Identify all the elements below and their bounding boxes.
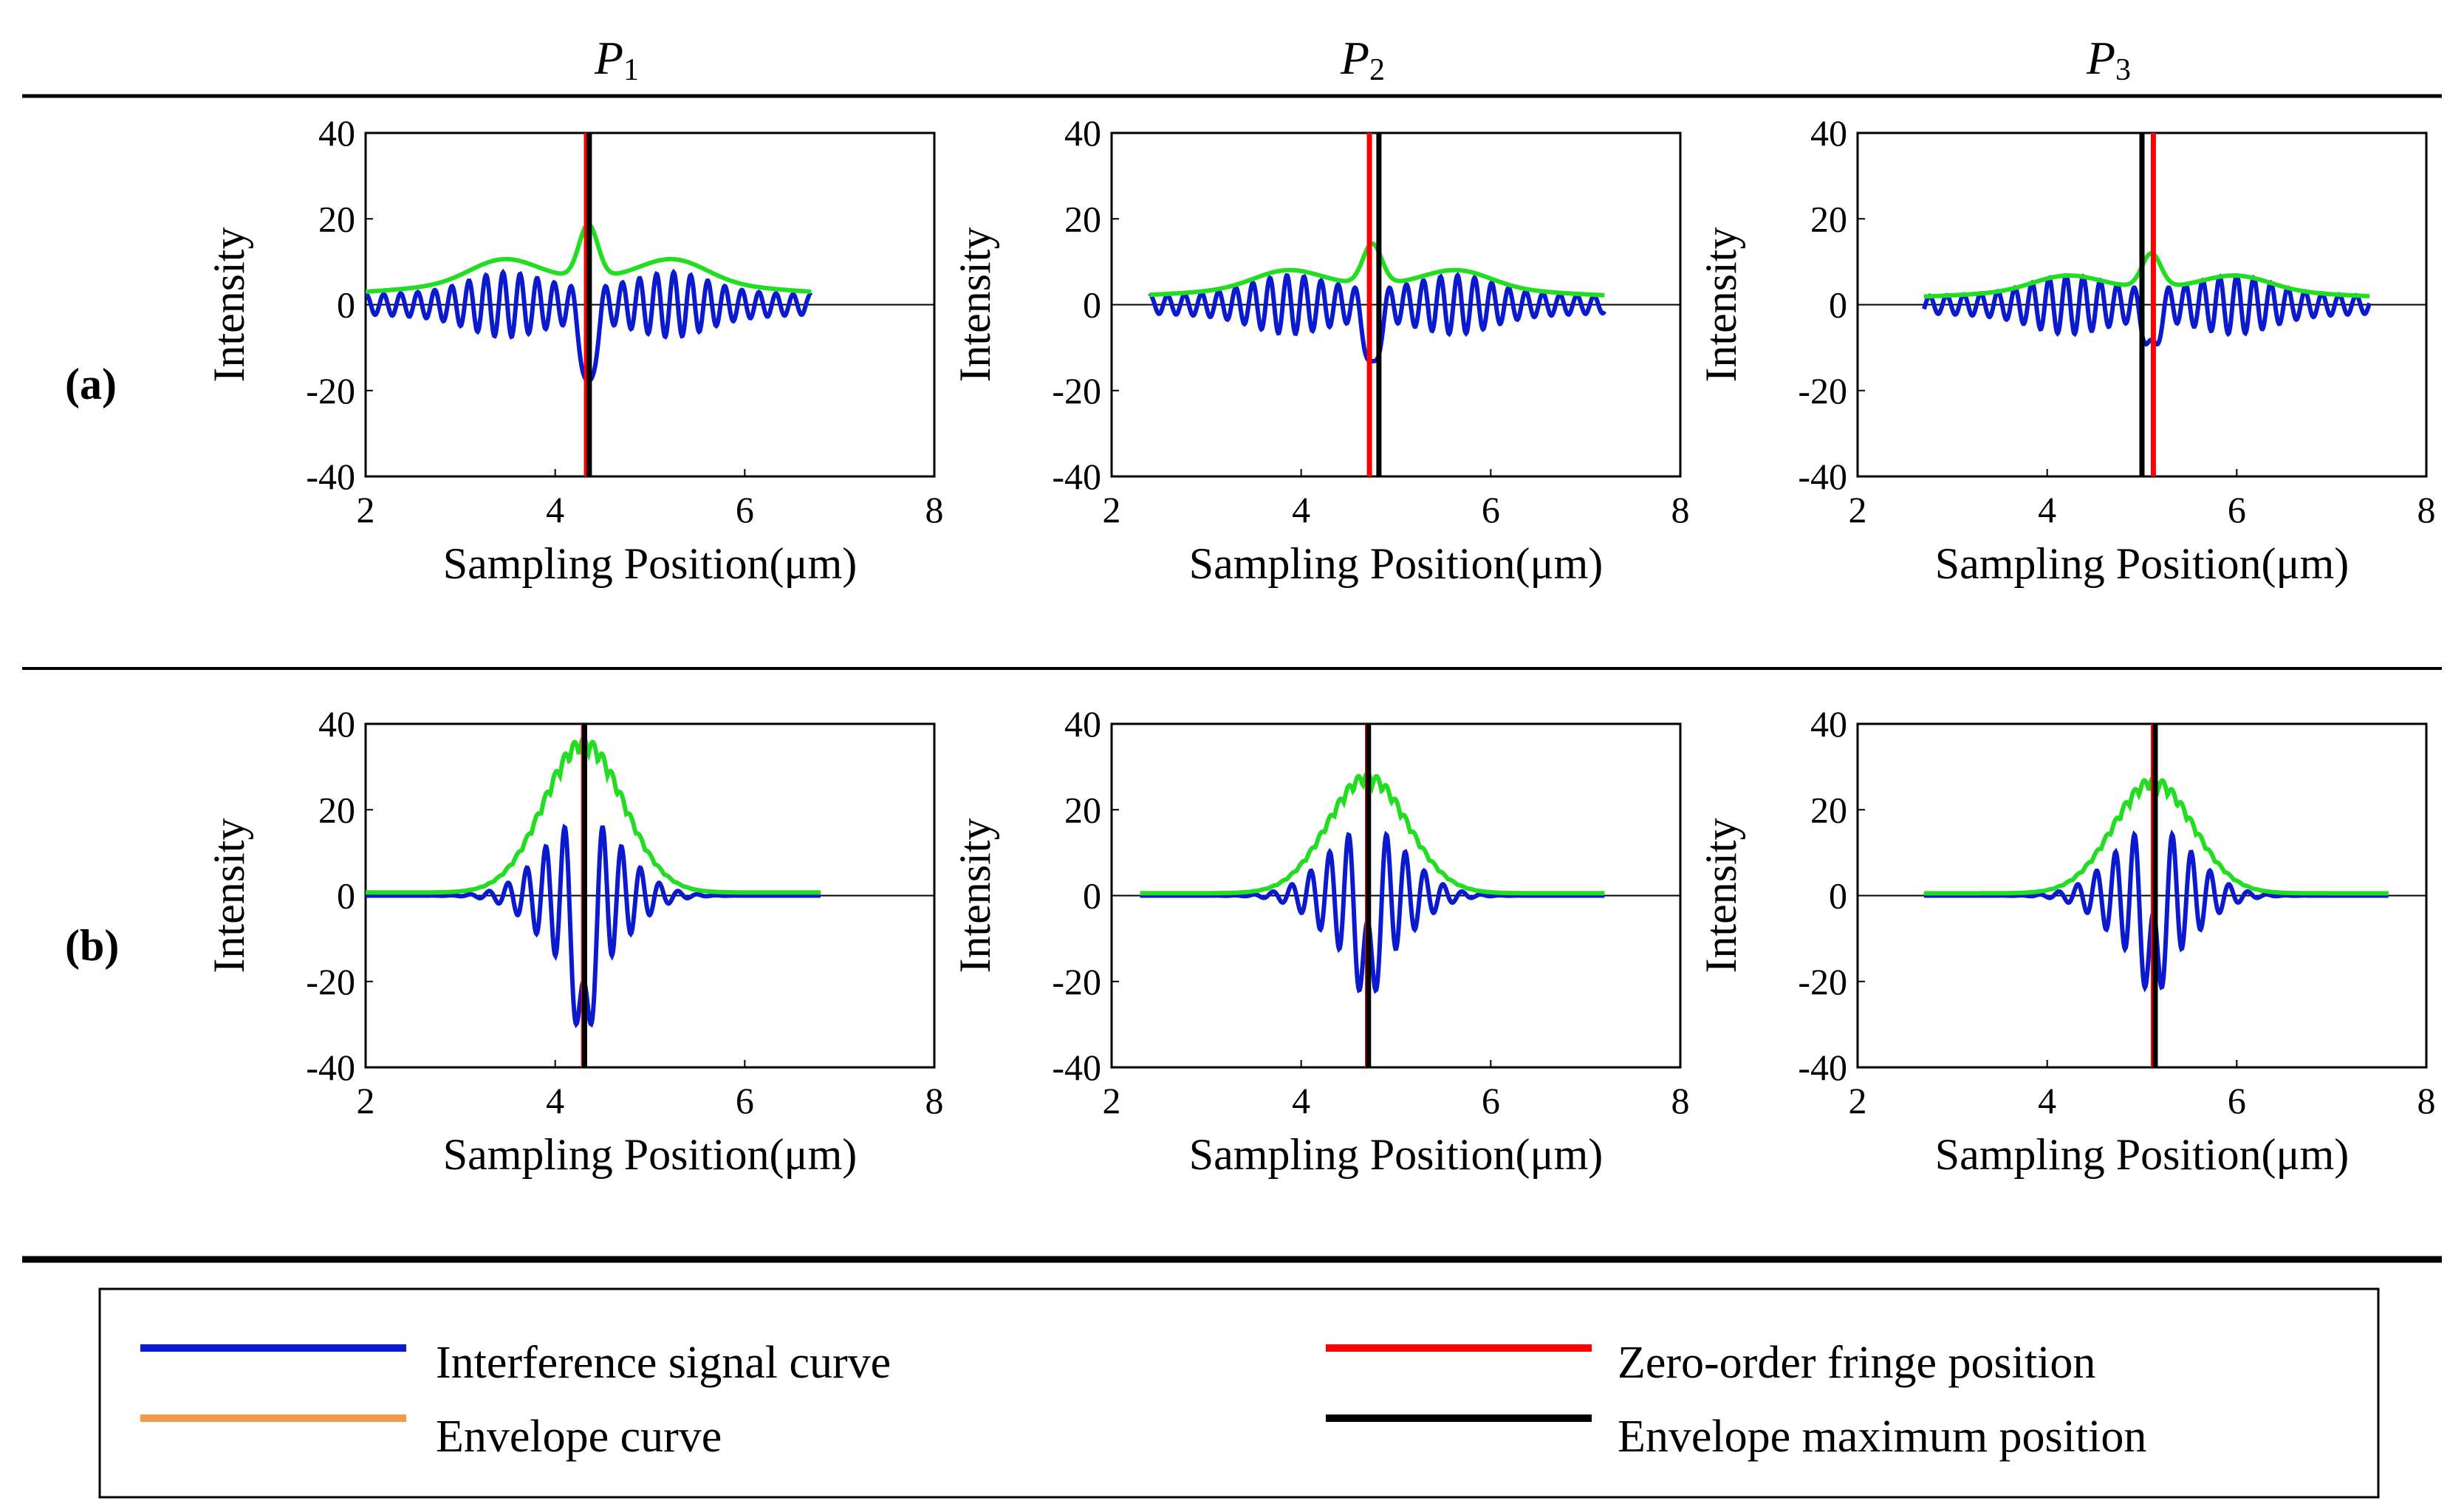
x-tick-label: 2 xyxy=(357,489,375,530)
x-tick-label: 8 xyxy=(2417,489,2436,530)
x-tick-label: 6 xyxy=(2228,1080,2246,1121)
y-tick-label: 40 xyxy=(1064,112,1101,154)
panel-a-p3: 2 4 6 8 40 20 0 -20 -40 Sampling Position(μm) Inte… xyxy=(1697,112,2436,588)
x-axis-label: Sampling Position(μm) xyxy=(1935,1130,2350,1179)
envelope-curve xyxy=(366,736,821,895)
x-tick-label: 4 xyxy=(1292,1080,1310,1121)
y-tick-label: -40 xyxy=(306,456,355,497)
x-axis-label: Sampling Position(μm) xyxy=(443,539,858,588)
interference-signal-curve xyxy=(1140,830,1605,994)
column-header-p1: P1 xyxy=(594,32,639,87)
y-tick-label: 20 xyxy=(1810,789,1847,830)
x-tick-label: 6 xyxy=(736,1080,754,1121)
x-tick-label: 6 xyxy=(1482,1080,1500,1121)
x-tick-label: 4 xyxy=(1292,489,1310,530)
x-axis-label: Sampling Position(μm) xyxy=(1189,1130,1604,1179)
envelope-curve xyxy=(1140,770,1605,896)
y-tick-label: -40 xyxy=(1052,1047,1101,1088)
y-tick-label: 40 xyxy=(1810,703,1847,745)
x-tick-label: 8 xyxy=(925,489,944,530)
interference-signal-curve xyxy=(1921,273,2372,347)
interference-signal-curve xyxy=(366,823,821,1029)
y-tick-label: 0 xyxy=(1083,284,1101,326)
x-tick-label: 2 xyxy=(1849,1080,1867,1121)
y-tick-label: -40 xyxy=(1052,456,1101,497)
y-tick-label: 40 xyxy=(1810,112,1847,154)
legend-label-envelope: Envelope curve xyxy=(436,1412,722,1462)
y-tick-label: -20 xyxy=(306,961,355,1002)
panel-b-p2: 2 4 6 8 40 20 0 -20 -40 Sampling Position(μm) Inte… xyxy=(951,703,1690,1179)
legend-label-zero-order: Zero-order fringe position xyxy=(1618,1338,2095,1388)
y-axis-label: Intensity xyxy=(951,228,999,383)
x-tick-label: 2 xyxy=(1849,489,1867,530)
panel-a-p1: 2 4 6 8 40 20 0 -20 -40 Sampling Position(μm) Inte… xyxy=(205,112,944,588)
x-tick-label: 4 xyxy=(2038,489,2056,530)
x-tick-label: 8 xyxy=(925,1080,944,1121)
y-tick-label: 40 xyxy=(318,112,355,154)
y-tick-label: -20 xyxy=(1798,370,1847,411)
x-tick-label: 2 xyxy=(1103,489,1121,530)
x-tick-label: 6 xyxy=(1482,489,1500,530)
legend-label-envelope-max: Envelope maximum position xyxy=(1618,1412,2146,1462)
x-tick-label: 6 xyxy=(736,489,754,530)
x-tick-label: 4 xyxy=(546,489,564,530)
x-axis-label: Sampling Position(μm) xyxy=(443,1130,858,1179)
x-tick-label: 4 xyxy=(546,1080,564,1121)
column-header-p3: P3 xyxy=(2086,32,2131,87)
legend: Interference signal curve Envelope curve… xyxy=(98,1287,2380,1499)
y-tick-label: -40 xyxy=(1798,456,1847,497)
panel-b-p1: 2 4 6 8 40 20 0 -20 -40 Sampling Position(μm) Inte… xyxy=(205,703,944,1179)
y-tick-label: 20 xyxy=(318,198,355,239)
y-tick-label: -20 xyxy=(306,370,355,411)
panel-a-p2: 2 4 6 8 40 20 0 -20 -40 Sampling Position(μm) Inte… xyxy=(951,112,1690,588)
x-tick-label: 2 xyxy=(1103,1080,1121,1121)
panel-b-p3: 2 4 6 8 40 20 0 -20 -40 Sampling Position(μm) Inte… xyxy=(1697,703,2436,1179)
y-tick-label: 0 xyxy=(1829,875,1847,917)
y-axis-label: Intensity xyxy=(951,818,999,974)
column-header-p1-sub: 1 xyxy=(623,53,639,87)
y-tick-label: -20 xyxy=(1052,961,1101,1002)
y-axis-label: Intensity xyxy=(205,228,253,383)
y-tick-label: 20 xyxy=(1064,789,1101,830)
y-tick-label: -20 xyxy=(1798,961,1847,1002)
y-tick-label: 0 xyxy=(337,284,355,326)
x-tick-label: 8 xyxy=(2417,1080,2436,1121)
y-tick-label: 0 xyxy=(1083,875,1101,917)
x-axis-label: Sampling Position(μm) xyxy=(1935,539,2350,588)
x-tick-label: 2 xyxy=(357,1080,375,1121)
y-axis-label: Intensity xyxy=(1697,228,1745,383)
y-tick-label: -20 xyxy=(1052,370,1101,411)
y-tick-label: 40 xyxy=(1064,703,1101,745)
x-axis-label: Sampling Position(μm) xyxy=(1189,539,1604,588)
column-header-p3-sub: 3 xyxy=(2115,53,2131,87)
x-tick-label: 4 xyxy=(2038,1080,2056,1121)
y-tick-label: 20 xyxy=(1810,198,1847,239)
y-tick-label: 20 xyxy=(1064,198,1101,239)
y-axis-label: Intensity xyxy=(205,818,253,974)
envelope-curve xyxy=(1923,251,2370,299)
row-label-b: (b) xyxy=(65,921,119,970)
y-tick-label: -40 xyxy=(1798,1047,1847,1088)
y-tick-label: 0 xyxy=(337,875,355,917)
x-tick-label: 6 xyxy=(2228,489,2246,530)
y-tick-label: 20 xyxy=(318,789,355,830)
column-header-p2: P2 xyxy=(1340,32,1385,87)
x-tick-label: 8 xyxy=(1671,489,1690,530)
y-axis-label: Intensity xyxy=(1697,818,1745,974)
column-header-p2-sub: 2 xyxy=(1369,53,1385,87)
legend-label-interference: Interference signal curve xyxy=(436,1338,891,1388)
x-tick-label: 8 xyxy=(1671,1080,1690,1121)
y-tick-label: -40 xyxy=(306,1047,355,1088)
y-tick-label: 0 xyxy=(1829,284,1847,326)
legend-box xyxy=(98,1287,2380,1499)
y-tick-label: 40 xyxy=(318,703,355,745)
row-label-a: (a) xyxy=(65,360,117,408)
column-headers: P1 P2 P3 xyxy=(594,32,2131,87)
